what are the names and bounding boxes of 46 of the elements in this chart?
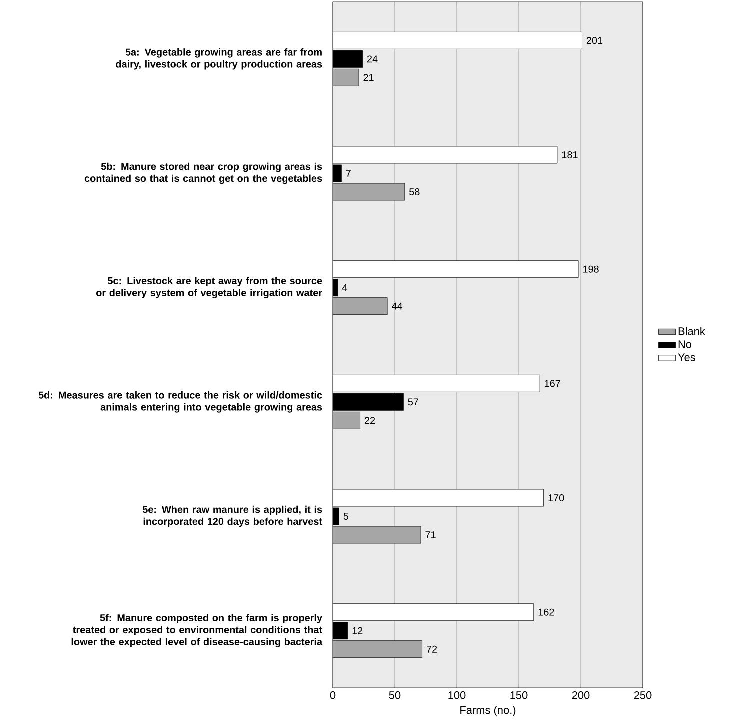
bar [332,374,540,392]
bar [332,526,422,544]
bar [332,68,360,86]
data-label: 198 [583,266,599,273]
bar [332,604,534,622]
data-label: 4 [342,284,348,292]
data-label: 21 [364,74,374,82]
bar [332,489,544,507]
x-tick-label: 150 [510,692,528,700]
bar [332,298,388,316]
data-label: 71 [426,532,436,538]
data-label: 170 [548,494,564,502]
bar [332,32,582,50]
data-label: 7 [346,170,351,177]
data-label: 181 [562,151,578,159]
x-tick-label: 50 [389,692,401,700]
legend-label: Yes [678,354,696,362]
data-label: 167 [545,380,560,388]
data-label: 162 [538,608,554,616]
x-tick-label: 250 [634,692,652,700]
y-tick-label: 5b: Manure stored near crop growing areas is contained so that is cannot get on the vegetables [84,162,322,184]
data-label: 24 [367,56,378,63]
data-label: 44 [392,302,403,310]
y-tick-label: 5a: Vegetable growing areas are far from dairy, livestock or poultry production areas [116,48,322,70]
x-axis-title: Farms (no.) [460,706,516,716]
data-label: 57 [408,398,418,406]
data-label: 5 [344,513,349,520]
bar [332,183,406,201]
data-label: 22 [364,417,376,424]
y-tick-label: 5e: When raw manure is applied, it is incorporated 120 days before harvest [142,506,322,528]
data-label: 58 [410,188,420,196]
data-label: 12 [352,627,363,634]
data-label: 201 [586,37,603,44]
bar [332,146,558,164]
legend-label: Blank [678,327,706,336]
bar [332,412,360,430]
y-tick-label: 5f: Manure composted on the farm is properly treated or exposed to environmental conditions that lower the expected level of disease-causing bacteria [72,614,323,648]
data-label: 72 [426,646,438,653]
x-tick-label: 100 [448,692,466,700]
y-tick-label: 5d: Measures are taken to reduce the risk or wild/domestic animals entering into vegetable growing areas [38,392,322,413]
bar [332,260,579,278]
legend-label: No [678,340,692,348]
bar [332,640,422,658]
x-tick-label: 0 [330,692,336,700]
y-tick-label: 5c: Livestock are kept away from the source or delivery system of vegetable irrigation water [96,277,322,298]
x-tick-label: 200 [572,692,590,700]
